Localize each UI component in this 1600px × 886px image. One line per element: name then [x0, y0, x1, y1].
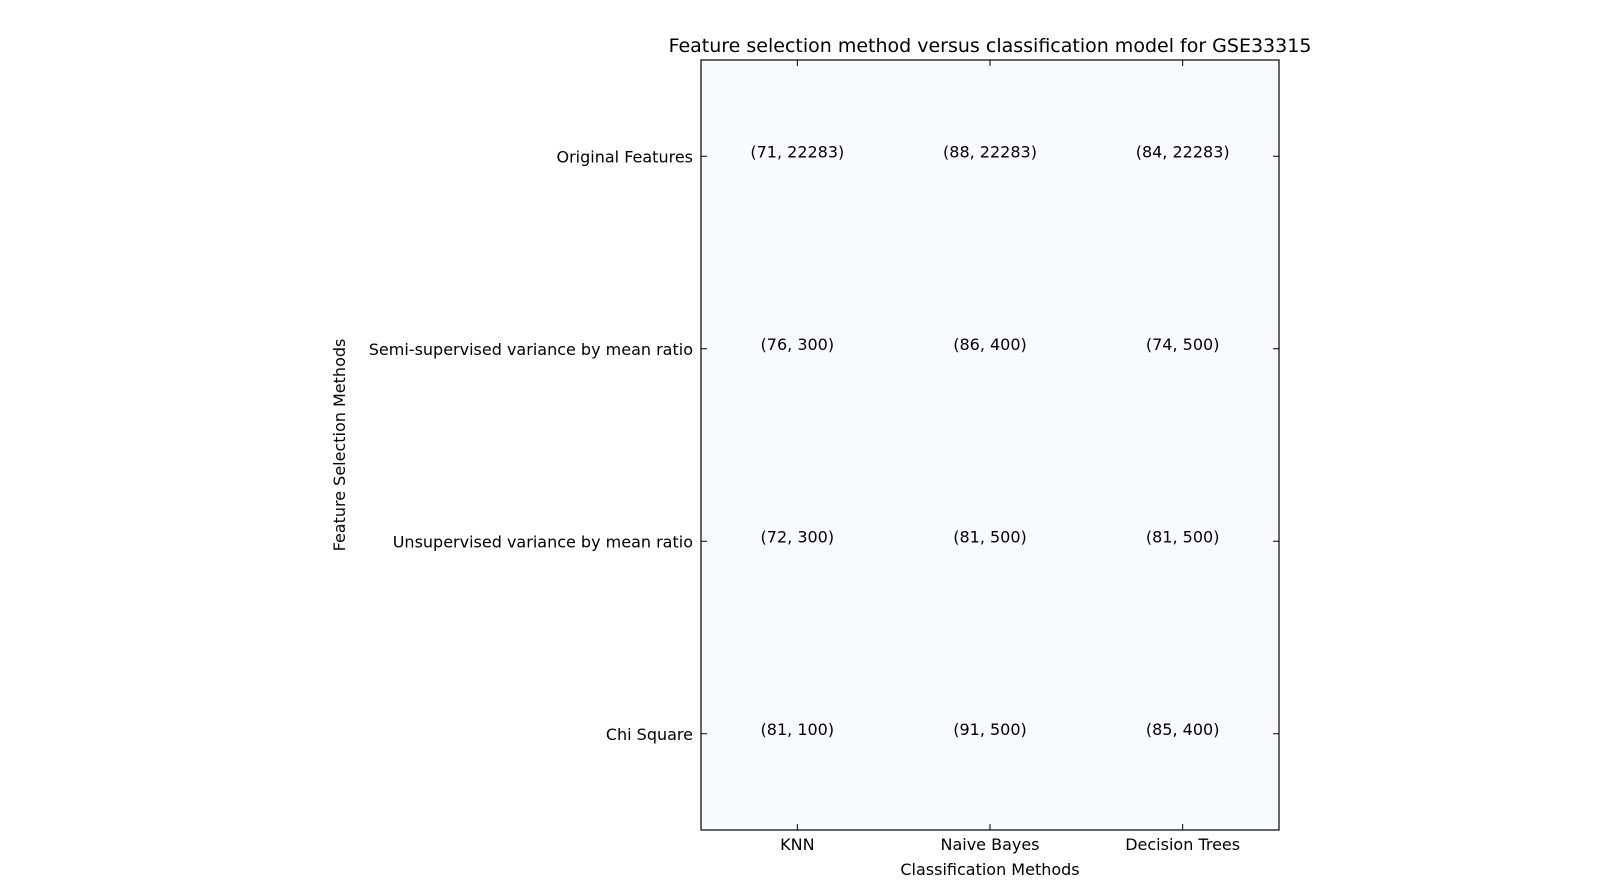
- y-tick-label: Unsupervised variance by mean ratio: [393, 532, 693, 551]
- cell-label: (88, 22283): [943, 142, 1037, 161]
- cell-labels: (71, 22283) (88, 22283) (84, 22283) (76, 30…: [750, 142, 1229, 739]
- y-axis-label: Feature Selection Methods: [330, 339, 349, 552]
- cell-label: (81, 100): [761, 720, 835, 739]
- y-tick-label: Chi Square: [606, 725, 693, 744]
- cell-label: (91, 500): [953, 720, 1027, 739]
- cell-label: (74, 500): [1146, 335, 1220, 354]
- y-tick-label: Semi-supervised variance by mean ratio: [369, 340, 693, 359]
- cell-label: (85, 400): [1146, 720, 1220, 739]
- x-tick-label: KNN: [780, 835, 814, 854]
- cell-label: (76, 300): [761, 335, 835, 354]
- cell-label: (86, 400): [953, 335, 1027, 354]
- cell-label: (72, 300): [761, 527, 835, 546]
- chart-title: Feature selection method versus classifi…: [669, 35, 1312, 57]
- x-tick-label: Naive Bayes: [940, 835, 1039, 854]
- y-tick-labels: Original Features Semi-supervised varianc…: [369, 147, 693, 744]
- x-ticks: [796, 60, 1184, 830]
- y-tick-label: Original Features: [557, 147, 694, 166]
- cell-label: (81, 500): [953, 527, 1027, 546]
- cell-label: (81, 500): [1146, 527, 1220, 546]
- x-tick-label: Decision Trees: [1125, 835, 1240, 854]
- y-ticks: [701, 155, 1279, 735]
- cell-label: (71, 22283): [750, 142, 844, 161]
- x-tick-labels: KNN Naive Bayes Decision Trees: [780, 835, 1240, 854]
- cell-label: (84, 22283): [1136, 142, 1230, 161]
- plot-area: [700, 59, 1280, 831]
- x-axis-label: Classification Methods: [900, 860, 1079, 879]
